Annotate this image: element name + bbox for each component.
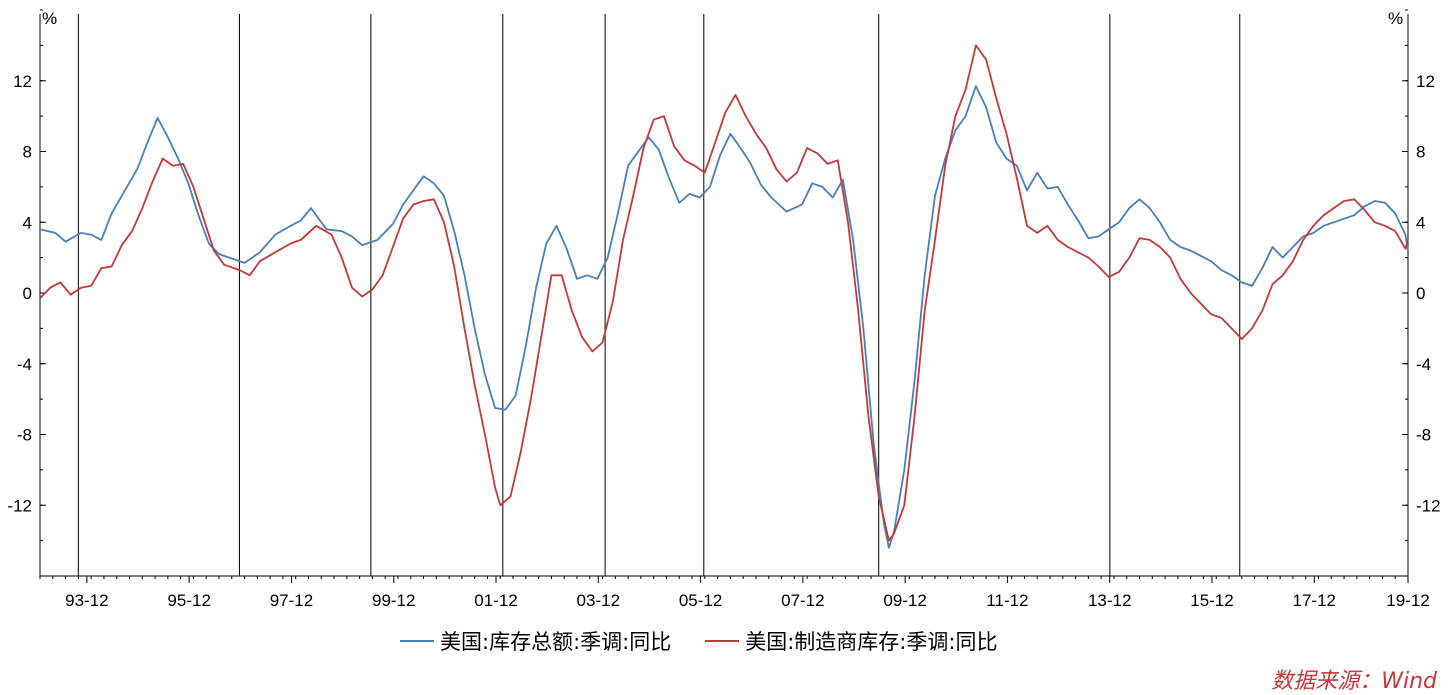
y-tick-label-left: 8 — [23, 143, 32, 162]
axes: 12 12 8 8 4 4 0 0 -4 -4 -8 -8 -12 -12 93-12 95-12 97-12 9… — [7, 9, 1441, 610]
y-tick-label-right: -4 — [1416, 355, 1431, 374]
y-unit-left: % — [42, 9, 57, 28]
series-line-0 — [39, 85, 1409, 549]
legend-item-total: 美国:库存总额:季调:同比 — [400, 626, 671, 656]
vertical-markers — [77, 14, 1409, 576]
x-tick-label: 09-12 — [883, 591, 926, 610]
y-tick-label-left: 4 — [23, 213, 32, 232]
y-tick-label-right: 0 — [1416, 284, 1425, 303]
x-tick-label: 03-12 — [577, 591, 620, 610]
y-tick-label-right: 12 — [1416, 72, 1435, 91]
line-chart: 12 12 8 8 4 4 0 0 -4 -4 -8 -8 -12 -12 93-12 95-12 97-12 9… — [7, 9, 1441, 610]
y-tick-label-left: 0 — [23, 284, 32, 303]
y-unit-right: % — [1388, 9, 1403, 28]
y-tick-label-left: -4 — [17, 355, 32, 374]
y-tick-label-left: 12 — [13, 72, 32, 91]
y-tick-label-right: 8 — [1416, 143, 1425, 162]
x-tick-label: 97-12 — [270, 591, 313, 610]
legend-label-manufacturer: 美国:制造商库存:季调:同比 — [745, 630, 998, 654]
x-tick-label: 07-12 — [781, 591, 824, 610]
y-tick-label-right: -12 — [1416, 496, 1441, 515]
source-label: 数据来源：Wind — [1271, 669, 1437, 694]
x-tick-label: 93-12 — [65, 591, 108, 610]
legend-swatch-manufacturer — [705, 640, 740, 642]
x-tick-label: 11-12 — [986, 591, 1028, 610]
series-lines — [39, 44, 1409, 549]
legend-item-manufacturer: 美国:制造商库存:季调:同比 — [705, 626, 997, 656]
x-tick-label: 17-12 — [1293, 591, 1336, 610]
legend: 美国:库存总额:季调:同比 美国:制造商库存:季调:同比 — [400, 626, 997, 656]
x-tick-label: 95-12 — [167, 591, 210, 610]
x-tick-label: 13-12 — [1088, 591, 1131, 610]
y-tick-label-left: -12 — [7, 496, 32, 515]
legend-label-total: 美国:库存总额:季调:同比 — [440, 630, 672, 654]
x-tick-label: 05-12 — [679, 591, 722, 610]
x-tick-label: 99-12 — [372, 591, 415, 610]
x-tick-label: 19-12 — [1386, 591, 1429, 610]
y-tick-label-right: -8 — [1416, 426, 1431, 445]
legend-swatch-total — [400, 640, 434, 642]
x-tick-label: 01-12 — [474, 591, 517, 610]
y-tick-label-right: 4 — [1416, 213, 1425, 232]
x-tick-label: 15-12 — [1190, 591, 1233, 610]
y-tick-label-left: -8 — [17, 426, 32, 445]
series-line-1 — [39, 44, 1409, 542]
